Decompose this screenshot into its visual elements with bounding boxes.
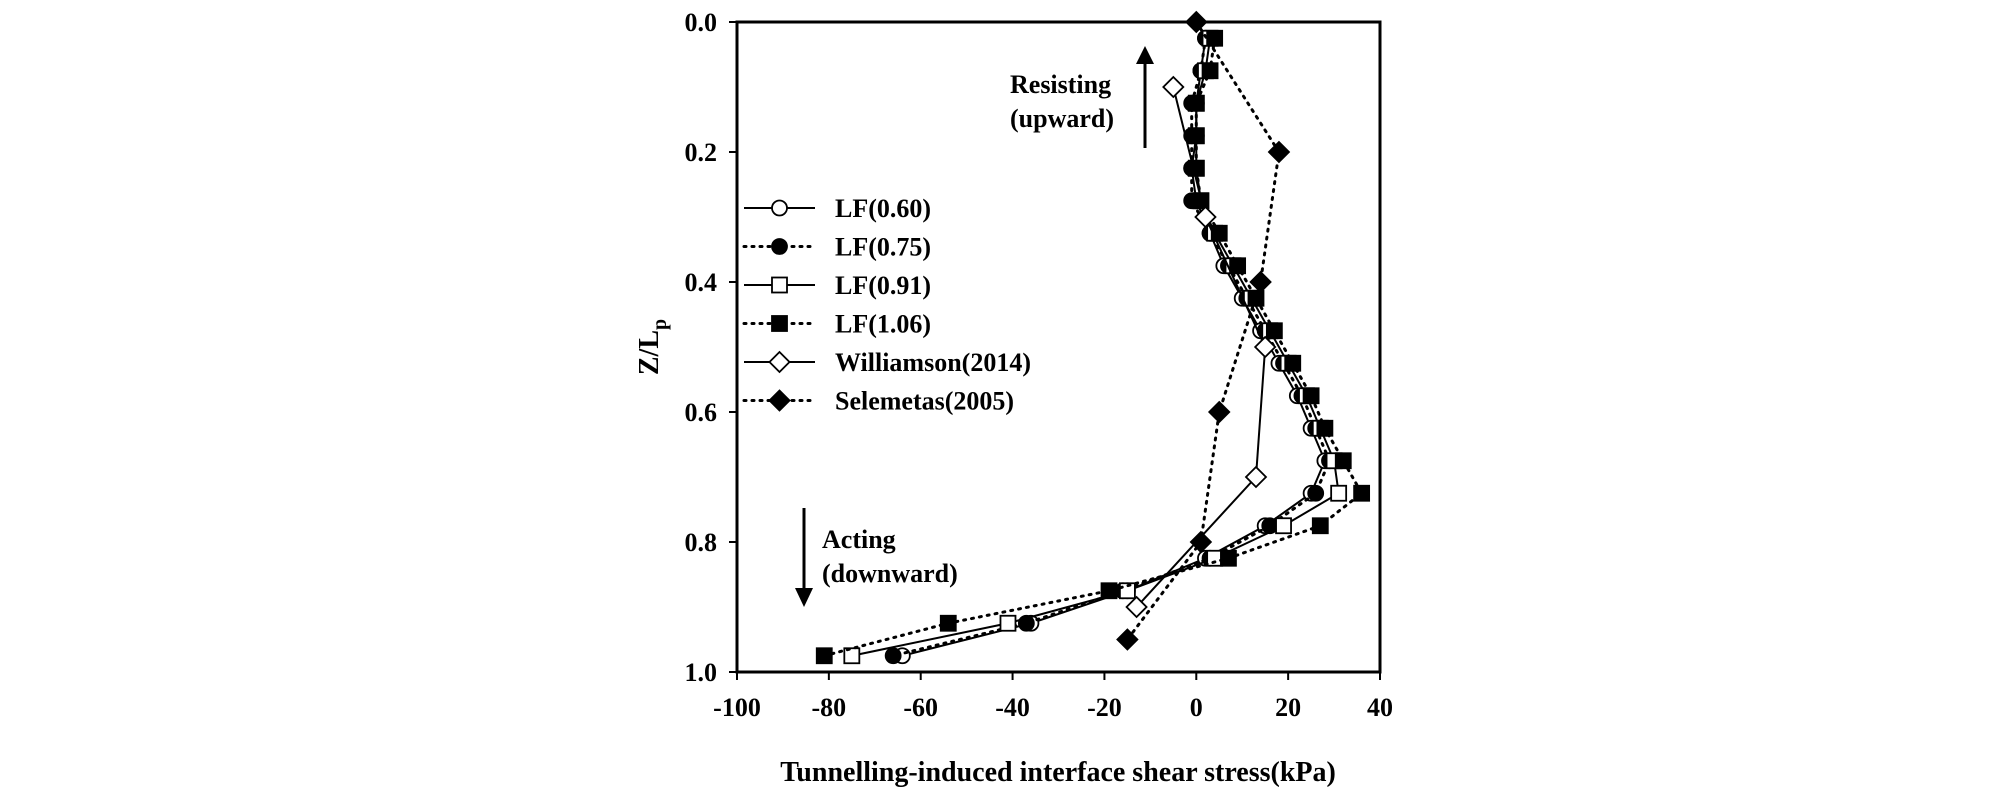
data-point (1261, 517, 1279, 535)
data-point (815, 647, 833, 665)
arrow-up-icon (1136, 46, 1154, 148)
x-tick-label: -60 (903, 693, 938, 722)
legend-marker (771, 315, 788, 332)
x-tick-label: -40 (995, 693, 1030, 722)
x-tick-label: 40 (1367, 693, 1393, 722)
y-tick-label: 0.4 (685, 268, 718, 297)
legend-label: LF(1.06) (835, 310, 931, 339)
x-tick-label: -20 (1087, 693, 1122, 722)
y-tick-label: 0.6 (685, 398, 718, 427)
data-point (1275, 517, 1292, 535)
annotation-acting: Acting (822, 525, 896, 554)
x-tick-label: 20 (1275, 693, 1301, 722)
y-tick-label: 0.0 (685, 8, 718, 37)
y-tick-label: 0.8 (685, 528, 718, 557)
legend-marker (768, 389, 791, 412)
data-point (1267, 140, 1291, 164)
data-point (1185, 10, 1208, 34)
legend-item-1: LF(0.75) (742, 233, 931, 262)
data-point (1334, 452, 1352, 470)
annotation-resisting: Resisting (1010, 70, 1111, 99)
data-point (1206, 29, 1224, 47)
data-point (1201, 62, 1219, 80)
legend-marker (771, 238, 788, 255)
legend-label: LF(0.60) (835, 194, 931, 223)
data-point (884, 647, 902, 665)
data-point (1116, 628, 1139, 651)
data-point (1302, 387, 1320, 405)
data-point (999, 614, 1017, 632)
legend-marker (768, 350, 791, 374)
data-point (1187, 159, 1205, 177)
y-axis-title-subscript: p (649, 319, 671, 330)
data-point (1249, 270, 1272, 294)
legend-item-2: LF(0.91) (744, 271, 931, 300)
legend: LF(0.60) LF(0.75) LF(0.91) LF(1.06) Williams… (742, 194, 1031, 416)
data-point (1247, 289, 1265, 307)
y-axis: 0.0 0.2 0.4 0.6 0.8 1.0 (685, 8, 737, 687)
legend-marker (771, 276, 788, 294)
data-point (1162, 75, 1185, 99)
data-point (1189, 530, 1213, 554)
data-point (1311, 517, 1329, 535)
data-point (1187, 94, 1205, 112)
x-tick-label: -80 (812, 693, 847, 722)
data-point (1125, 595, 1148, 619)
y-axis-title: Z/Lp (634, 319, 671, 375)
legend-item-4: Williamson(2014) (744, 348, 1031, 377)
legend-marker (771, 199, 788, 217)
legend-item-3: LF(1.06) (742, 310, 931, 339)
arrow-down-icon (795, 508, 813, 607)
legend-label: LF(0.75) (835, 233, 931, 262)
data-point (843, 647, 861, 665)
legend-label: LF(0.91) (835, 271, 931, 300)
series-line (1125, 20, 1281, 641)
data-point (1284, 354, 1302, 372)
legend-label: Williamson(2014) (835, 348, 1031, 377)
data-point (1253, 335, 1277, 359)
plot-area (815, 10, 1371, 665)
data-point (1330, 484, 1348, 502)
x-tick-label: -100 (713, 693, 761, 722)
legend-label: Selemetas(2005) (835, 387, 1014, 416)
legend-item-0: LF(0.60) (744, 194, 931, 223)
series-4 (1125, 75, 1277, 619)
data-point (939, 614, 957, 632)
x-axis: -100 -80 -60 -40 -20 0 20 40 (713, 672, 1393, 722)
series-3 (815, 29, 1371, 665)
legend-item-5: Selemetas(2005) (742, 387, 1014, 416)
annotation-upward: (upward) (1010, 104, 1114, 133)
data-point (1220, 549, 1237, 567)
x-axis-title: Tunnelling-induced interface shear stres… (780, 757, 1336, 787)
x-tick-label: 0 (1190, 693, 1203, 722)
y-tick-label: 1.0 (685, 658, 718, 687)
data-point (1353, 484, 1371, 502)
data-point (1194, 205, 1217, 229)
data-point (1229, 257, 1247, 275)
y-axis-title-main: Z/L (634, 330, 665, 375)
data-point (1244, 465, 1268, 489)
data-point (1307, 484, 1325, 502)
y-tick-label: 0.2 (685, 138, 718, 167)
data-point (1316, 419, 1334, 437)
y-axis-title-group: Z/Lp (634, 319, 671, 375)
plot-frame (735, 20, 1382, 674)
data-point (1187, 127, 1205, 145)
data-point (1100, 582, 1118, 600)
data-point (1265, 322, 1283, 340)
series-5 (1116, 10, 1291, 651)
data-point (1207, 400, 1231, 424)
annotation-downward: (downward) (822, 559, 958, 588)
